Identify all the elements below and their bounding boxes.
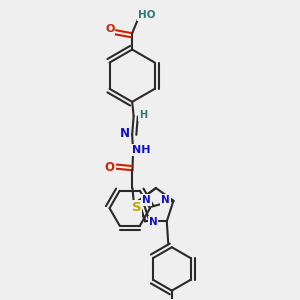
Text: HO: HO: [138, 11, 155, 20]
Text: H: H: [139, 110, 147, 120]
Text: NH: NH: [132, 145, 151, 155]
Text: N: N: [149, 217, 158, 227]
Text: N: N: [119, 128, 129, 140]
Text: N: N: [161, 195, 170, 205]
Text: O: O: [105, 161, 115, 174]
Text: O: O: [105, 24, 115, 34]
Text: N: N: [142, 195, 151, 205]
Text: S: S: [131, 202, 141, 214]
